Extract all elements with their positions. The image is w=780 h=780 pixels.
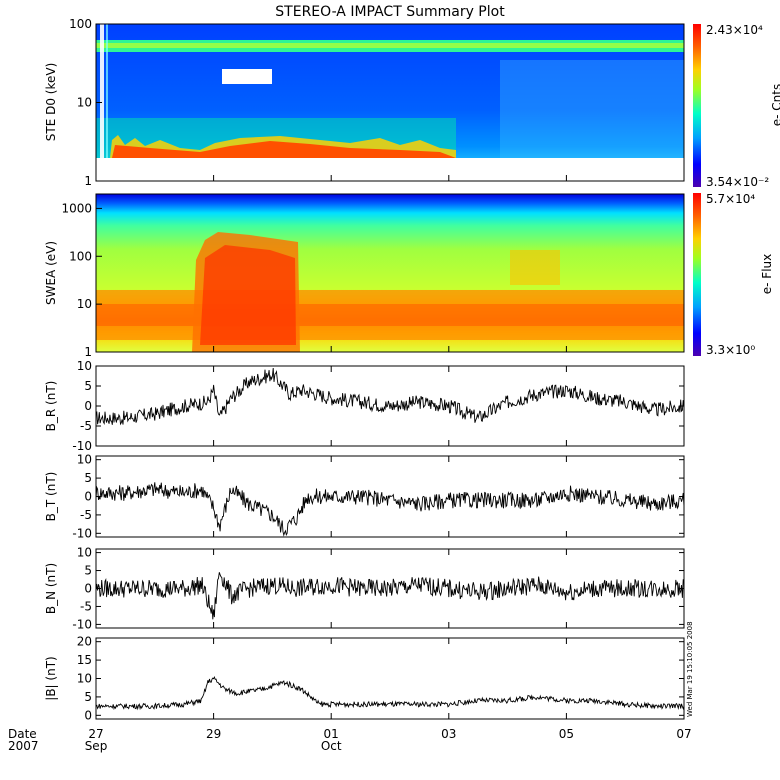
x-tick-label: 03: [441, 727, 456, 741]
x-tick-label: 05: [559, 727, 574, 741]
magnetic-field-panels: -10 -5 0 5 10 B_R (nT) -10 -5 0 5 10 B_T (nT) -10 -5 0…: [44, 359, 685, 722]
y-tick-label: 1: [84, 174, 92, 188]
ste-gap-stripe-2: [106, 24, 108, 158]
y-tick-label: 0: [84, 490, 92, 504]
y-tick-label: 5: [84, 690, 92, 704]
y-tick-label: 10: [77, 546, 92, 560]
bmag-ylabel: |B| (nT): [44, 656, 58, 700]
bn-ylabel: B_N (nT): [44, 563, 58, 614]
swea-colorbar-min: 3.3×10⁰: [706, 343, 755, 357]
y-tick-label: 100: [69, 249, 92, 263]
y-tick-label: 10: [77, 672, 92, 686]
y-tick-label: 5: [84, 471, 92, 485]
bmag-frame: [95, 637, 685, 720]
y-tick-label: 10: [77, 453, 92, 467]
timestamp: Wed Mar 19 15:10:05 2008: [686, 621, 694, 717]
swea-colorbar: [693, 193, 701, 356]
y-tick-label: -5: [80, 599, 92, 613]
y-tick-label: -5: [80, 419, 92, 433]
bmag-panel: 0 5 10 15 20 |B| (nT): [44, 635, 685, 722]
bn-panel: -10 -5 0 5 10 B_N (nT): [44, 546, 685, 631]
ste-band-core: [96, 43, 684, 48]
y-tick-label: 100: [69, 17, 92, 31]
y-tick-label: 20: [77, 635, 92, 649]
y-tick-label: 5: [84, 379, 92, 393]
swea-frame: [95, 193, 685, 353]
ste-late-haze: [500, 60, 684, 158]
bt-ylabel: B_T (nT): [44, 472, 58, 522]
y-tick-label: -10: [72, 526, 92, 540]
y-tick-label: -10: [72, 617, 92, 631]
y-tick-label: 1000: [61, 201, 92, 215]
swea-ylabel: SWEA (eV): [44, 241, 58, 305]
x-tick-label: 29: [206, 727, 221, 741]
y-tick-label: 1: [84, 345, 92, 359]
y-tick-label: 10: [77, 96, 92, 110]
date-label: Date: [8, 727, 37, 741]
y-tick-label: 0: [84, 399, 92, 413]
x-month-label: Oct: [321, 739, 342, 753]
y-tick-label: 10: [77, 297, 92, 311]
y-tick-label: 5: [84, 564, 92, 578]
ste-colorbar: [693, 24, 701, 187]
y-tick-label: 0: [84, 582, 92, 596]
y-tick-label: -5: [80, 508, 92, 522]
swea-enhancement-core: [200, 245, 296, 345]
x-tick-label: 27: [88, 727, 103, 741]
ste-panel: 1 10 100 STE D0 (keV) 2.43×10⁴ 3.54×10⁻² e…: [44, 17, 780, 189]
ste-gap-stripe: [100, 24, 104, 158]
br-panel: -10 -5 0 5 10 B_R (nT): [44, 359, 685, 453]
ste-colorbar-min: 3.54×10⁻²: [706, 175, 769, 189]
ste-y-ticks: 1 10 100: [69, 17, 685, 188]
ste-ylabel: STE D0 (keV): [44, 63, 58, 142]
y-tick-label: 10: [77, 359, 92, 373]
br-trace: [95, 367, 685, 426]
plot-title: STEREO-A IMPACT Summary Plot: [275, 4, 505, 20]
ste-data-gap: [222, 69, 272, 84]
y-tick-label: 0: [84, 708, 92, 722]
x-month-label: Sep: [85, 739, 108, 753]
year-label: 2007: [8, 739, 39, 753]
bt-panel: -10 -5 0 5 10 B_T (nT): [44, 453, 685, 540]
y-tick-label: 15: [77, 653, 92, 667]
bmag-trace: [95, 675, 685, 711]
ste-colorbar-max: 2.43×10⁴: [706, 23, 763, 37]
ste-below-range: [96, 158, 684, 181]
bt-trace: [95, 482, 685, 537]
swea-late-enhancement: [510, 250, 560, 285]
y-tick-label: -10: [72, 439, 92, 453]
x-tick-label: 01: [324, 727, 339, 741]
x-tick-label: 07: [676, 727, 691, 741]
ste-colorbar-label: e- Cnts: [770, 84, 780, 126]
swea-y-ticks: 1 10 100 1000: [61, 201, 685, 359]
bn-trace: [95, 572, 685, 620]
swea-low-energy-core: [96, 304, 684, 326]
br-ylabel: B_R (nT): [44, 381, 58, 432]
swea-colorbar-max: 5.7×10⁴: [706, 192, 755, 206]
ste-low-energy-red: [112, 141, 456, 158]
swea-colorbar-label: e- Flux: [760, 254, 774, 294]
swea-panel: 1 10 100 1000 SWEA (eV) 5.7×10⁴ 3.3×10⁰ e- …: [44, 192, 774, 359]
